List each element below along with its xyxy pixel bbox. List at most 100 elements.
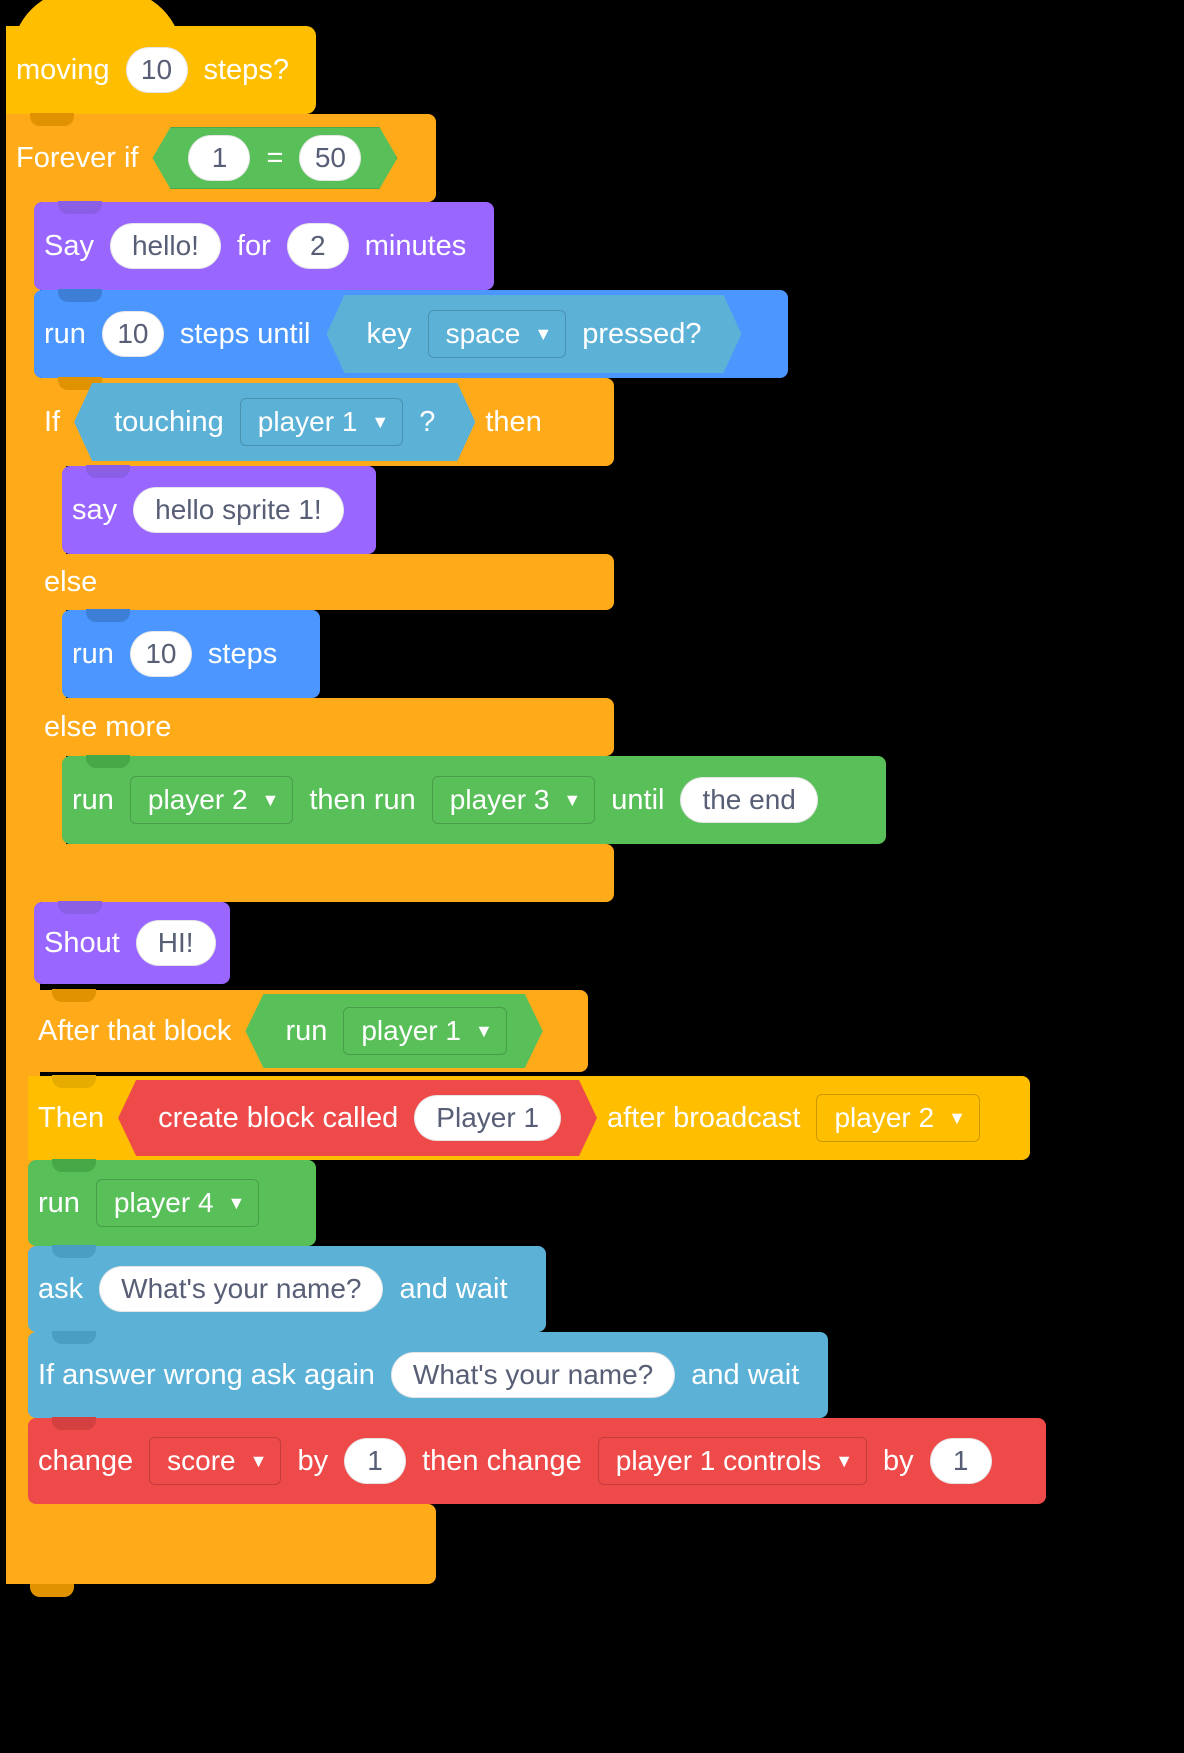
run-players-target1-dropdown[interactable]: player 2 ▼ (129, 776, 294, 824)
run-players-label-until: until (611, 783, 665, 816)
broadcast-target-value: player 2 (834, 1102, 935, 1133)
equals-sign: = (266, 141, 284, 174)
ask-wait-block[interactable]: ask What's your name? and wait (28, 1245, 546, 1332)
chevron-down-icon: ▼ (261, 790, 280, 810)
say-top-notch (58, 201, 102, 214)
after-that-top-notch (52, 989, 96, 1002)
ask-again-question-input[interactable]: What's your name? (390, 1352, 676, 1398)
ask-question-input[interactable]: What's your name? (99, 1266, 384, 1312)
say-sprite-block[interactable]: say hello sprite 1! (62, 465, 376, 554)
run-players-label-run: run (72, 783, 114, 816)
say-duration-input[interactable]: 2 (286, 223, 349, 269)
equals-operator-block[interactable]: 1 = 50 (152, 127, 397, 189)
key-dropdown[interactable]: space ▼ (428, 310, 567, 358)
say-message-input[interactable]: hello! (109, 223, 221, 269)
forever-if-bottom-notch (30, 1584, 74, 1597)
then-create-top-notch (52, 1075, 96, 1088)
run-players-label-then-run: then run (309, 783, 416, 816)
run-steps-block[interactable]: run 10 steps (62, 609, 320, 698)
touching-boolean[interactable]: touching player 1 ▼ ? (74, 383, 475, 461)
run-steps-label-run: run (72, 637, 114, 670)
ask-again-label: If answer wrong ask again (38, 1358, 375, 1391)
if-label-then: then (485, 405, 542, 438)
create-block-label: create block called (158, 1101, 399, 1134)
broadcast-target-dropdown[interactable]: player 2 ▼ (816, 1094, 980, 1142)
change-by-label-1: by (297, 1444, 329, 1477)
equals-left-input[interactable]: 1 (188, 135, 250, 181)
touching-target-value: player 1 (257, 406, 358, 437)
change-variable2-dropdown[interactable]: player 1 controls ▼ (597, 1437, 868, 1485)
chevron-down-icon: ▼ (371, 412, 390, 432)
shout-top-notch (58, 901, 102, 914)
run-steps-until-block[interactable]: run 10 steps until key space ▼ pressed? (34, 289, 788, 378)
touching-question-mark: ? (419, 405, 436, 438)
say-sprite-message-input[interactable]: hello sprite 1! (133, 487, 344, 533)
shout-label: Shout (44, 926, 120, 959)
change-variable1-dropdown[interactable]: score ▼ (149, 1437, 282, 1485)
forever-if-header[interactable]: Forever if 1 = 50 (6, 113, 436, 202)
run-player4-block[interactable]: run player 4 ▼ (28, 1159, 316, 1246)
run-player-reporter[interactable]: run player 1 ▼ (245, 994, 542, 1068)
key-pressed-boolean[interactable]: key space ▼ pressed? (327, 295, 742, 373)
create-block-name-input[interactable]: Player 1 (414, 1095, 561, 1141)
hat-block-content: moving 10 steps? (6, 26, 316, 114)
after-that-block[interactable]: After that block run player 1 ▼ (28, 989, 588, 1072)
ask-wait-top-notch (52, 1245, 96, 1258)
change-variable1-value: score (167, 1445, 236, 1476)
key-dropdown-value: space (445, 318, 521, 349)
change-vars-top-notch (52, 1417, 96, 1430)
change-variable2-value: player 1 controls (615, 1445, 822, 1476)
run-steps-input[interactable]: 10 (129, 631, 192, 677)
create-block-boolean[interactable]: create block called Player 1 (118, 1080, 597, 1156)
equals-right-input[interactable]: 50 (299, 135, 361, 181)
forever-if-foot (6, 1504, 436, 1597)
run-until-label-steps: steps until (179, 317, 311, 350)
touching-target-dropdown[interactable]: player 1 ▼ (240, 398, 403, 446)
change-value1-input[interactable]: 1 (344, 1438, 407, 1484)
run-players-target2-value: player 3 (449, 784, 550, 815)
run-player4-label: run (38, 1186, 80, 1219)
forever-if-top-notch (30, 113, 74, 126)
else-more-bar[interactable]: else more (34, 698, 614, 756)
shout-block[interactable]: Shout HI! (34, 901, 230, 984)
run-steps-label-steps: steps (207, 637, 278, 670)
forever-if-label: Forever if (16, 141, 139, 174)
ask-again-block[interactable]: If answer wrong ask again What's your na… (28, 1331, 828, 1418)
change-vars-block[interactable]: change score ▼ by 1 then change player 1… (28, 1417, 1046, 1504)
run-player-dropdown[interactable]: player 1 ▼ (343, 1007, 506, 1055)
else-label: else (44, 565, 98, 598)
run-until-steps-input[interactable]: 10 (101, 311, 164, 357)
hat-block-moving-steps[interactable]: moving 10 steps? (6, 0, 316, 127)
run-player4-top-notch (52, 1159, 96, 1172)
hat-cap (12, 0, 182, 56)
hat-steps-input[interactable]: 10 (125, 47, 188, 93)
if-label: If (44, 405, 61, 438)
say-for-block[interactable]: Say hello! for 2 minutes (34, 201, 494, 290)
ask-again-and-wait-label: and wait (691, 1358, 800, 1391)
run-until-label-run: run (44, 317, 86, 350)
run-player-value: player 1 (361, 1015, 461, 1046)
change-value2-input[interactable]: 1 (929, 1438, 992, 1484)
run-player4-dropdown[interactable]: player 4 ▼ (95, 1179, 260, 1227)
ask-and-wait-label: and wait (399, 1272, 508, 1305)
run-players-end-input[interactable]: the end (680, 777, 818, 823)
shout-message-input[interactable]: HI! (135, 920, 216, 966)
then-create-block[interactable]: Then create block called Player 1 after … (28, 1075, 1030, 1160)
chevron-down-icon: ▼ (534, 324, 553, 344)
ask-again-top-notch (52, 1331, 96, 1344)
hat-label-steps: steps? (203, 53, 289, 86)
else-bar[interactable]: else (34, 554, 614, 610)
if-block-foot (34, 844, 614, 902)
after-that-label: After that block (38, 1014, 232, 1047)
change-by-label-2: by (883, 1444, 914, 1477)
run-players-target2-dropdown[interactable]: player 3 ▼ (431, 776, 596, 824)
run-players-block[interactable]: run player 2 ▼ then run player 3 ▼ until… (62, 755, 886, 844)
touching-label: touching (114, 405, 224, 438)
run-players-top-notch (86, 755, 130, 768)
chevron-down-icon: ▼ (835, 1451, 854, 1471)
after-broadcast-label: after broadcast (607, 1101, 801, 1134)
run-player-label: run (285, 1014, 328, 1047)
change-label: change (38, 1444, 134, 1477)
if-block-header[interactable]: If touching player 1 ▼ ? then (34, 377, 614, 466)
